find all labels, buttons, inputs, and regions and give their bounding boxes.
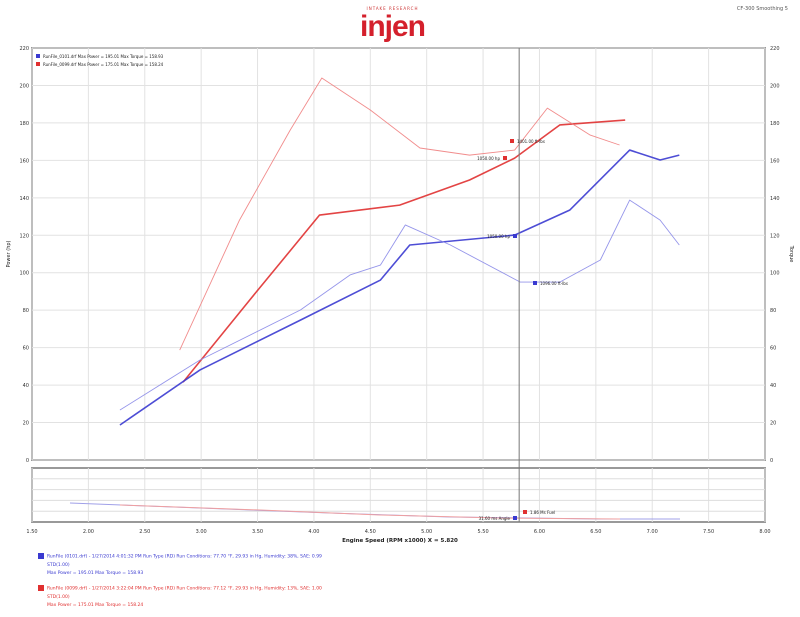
x-tick-label: 4.50	[365, 529, 376, 535]
x-tick-label: 6.50	[590, 529, 601, 535]
y-tick-label: 220	[19, 46, 29, 52]
annotation-marker	[503, 156, 507, 160]
y-right-tick-label: 100	[770, 271, 780, 277]
y-right-tick-label: 180	[770, 121, 780, 127]
annotation-lower-right: 1.86 Ms Fuel	[530, 510, 555, 515]
y-right-tick-label: 0	[770, 458, 773, 464]
y-tick-label: 180	[19, 121, 29, 127]
legend-line: STD(1.00)	[47, 594, 70, 600]
annotation-red-torque: 1401.00 ft-lbs	[517, 139, 545, 144]
series-line-0	[182, 119, 626, 383]
y-right-axis-label: Torque	[788, 245, 794, 263]
y-right-tick-label: 160	[770, 158, 780, 164]
legend-entry: RunFile_0099.drf Max Power = 175.01 Max …	[43, 62, 164, 67]
annotation-marker	[533, 281, 537, 285]
x-tick-label: 2.00	[83, 529, 94, 535]
plot-frame	[31, 47, 766, 461]
y-tick-label: 140	[19, 196, 29, 202]
y-tick-label: 60	[23, 346, 29, 352]
lower-red-trace	[119, 504, 621, 520]
annotation-marker	[513, 516, 517, 520]
series-line-1	[119, 149, 680, 426]
annotation-red-power: 1050.00 hp	[477, 156, 500, 161]
y-tick-label: 160	[19, 158, 29, 164]
annotation-marker	[523, 510, 527, 514]
y-axis-label: Power (hp)	[6, 240, 12, 267]
y-right-tick-label: 80	[770, 308, 776, 314]
annotation-blue-power: 1050.00 hp	[487, 234, 510, 239]
y-tick-label: 0	[26, 458, 29, 464]
annotation-blue-torque: 1096.00 ft-lbs	[540, 281, 568, 286]
y-tick-label: 120	[19, 233, 29, 239]
legend-swatch	[36, 54, 40, 58]
x-tick-label: 7.00	[647, 529, 658, 535]
legend-line: RunFile (0099.drf) - 1/27/2014 3:22:04 P…	[47, 586, 322, 592]
x-tick-label: 1.50	[26, 529, 37, 535]
legend-red: RunFile (0099.drf) - 1/27/2014 3:22:04 P…	[38, 585, 322, 610]
blue-swatch	[38, 553, 44, 559]
x-tick-label: 8.00	[759, 529, 770, 535]
lower-plot-frame	[31, 467, 766, 523]
legend-line: Max Power = 195.01 Max Torque = 158.93	[47, 570, 144, 576]
y-tick-label: 80	[23, 308, 29, 314]
x-tick-label: 5.50	[478, 529, 489, 535]
x-tick-label: 7.50	[703, 529, 714, 535]
x-tick-label: 4.00	[308, 529, 319, 535]
red-swatch	[38, 585, 44, 591]
legend-entry: RunFile_0101.drf Max Power = 195.01 Max …	[43, 54, 164, 59]
y-right-tick-label: 220	[770, 46, 780, 52]
legend-swatch	[36, 62, 40, 66]
legend-line: RunFile (0101.drf) - 1/27/2014 4:01:32 P…	[47, 554, 322, 560]
legend-line: STD(1.00)	[47, 562, 70, 568]
legend-line: Max Power = 175.01 Max Torque = 158.24	[47, 602, 144, 608]
annotation-marker	[513, 234, 517, 238]
x-tick-label: 2.50	[139, 529, 150, 535]
run-info: CF-300 Smoothing 5	[736, 6, 788, 12]
legend-blue: RunFile (0101.drf) - 1/27/2014 4:01:32 P…	[38, 553, 322, 578]
annotation-lower-left: 31.60 ms Angle	[479, 516, 511, 521]
x-axis-label: Engine Speed (RPM x1000) X = 5.820	[342, 538, 458, 544]
y-right-tick-label: 200	[770, 83, 780, 89]
y-right-tick-label: 40	[770, 383, 776, 389]
y-tick-label: 20	[23, 421, 29, 427]
x-tick-label: 3.50	[252, 529, 263, 535]
y-right-tick-label: 140	[770, 196, 780, 202]
x-tick-label: 3.00	[196, 529, 207, 535]
x-tick-label: 5.00	[421, 529, 432, 535]
y-right-tick-label: 60	[770, 346, 776, 352]
annotation-marker	[510, 139, 514, 143]
y-right-tick-label: 20	[770, 421, 776, 427]
injen-logo: INTAKE RESEARCH injen	[345, 6, 440, 46]
logo-subtitle: INTAKE RESEARCH	[366, 6, 419, 11]
logo-text: injen	[359, 10, 426, 43]
x-tick-label: 6.00	[534, 529, 545, 535]
y-tick-label: 40	[23, 383, 29, 389]
y-tick-label: 200	[19, 83, 29, 89]
y-right-tick-label: 120	[770, 233, 780, 239]
y-tick-label: 100	[19, 271, 29, 277]
